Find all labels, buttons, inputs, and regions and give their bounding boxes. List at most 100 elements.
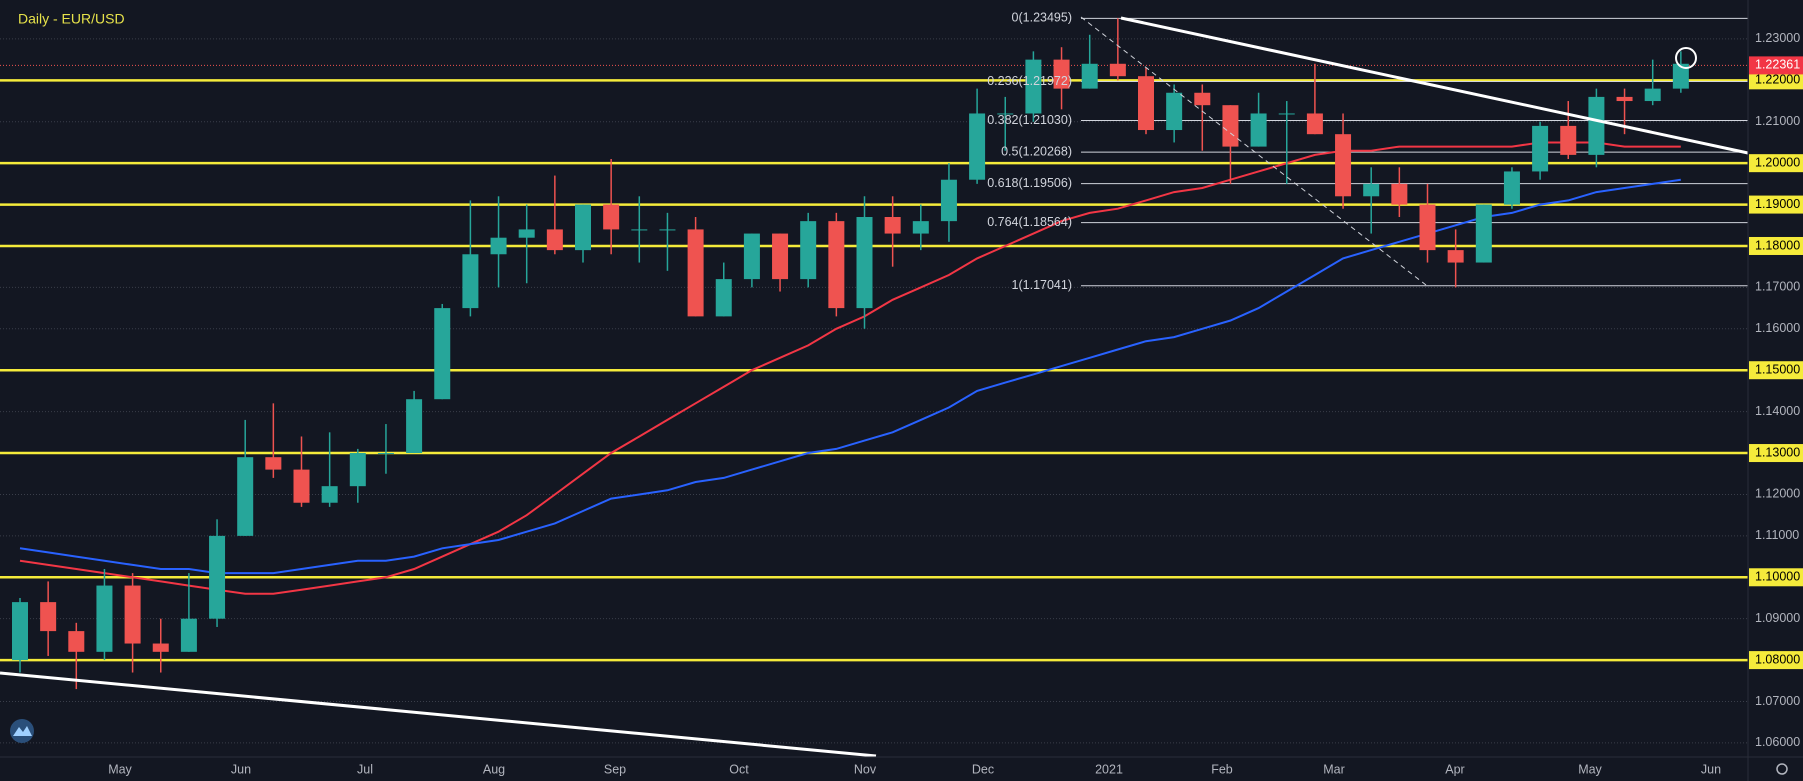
candle-body: [321, 486, 338, 503]
y-tick-label: 1.19000: [1755, 197, 1800, 211]
candle-body: [349, 453, 366, 487]
candle-body: [743, 233, 760, 280]
candle-body: [124, 585, 141, 644]
settings-icon[interactable]: [1776, 763, 1788, 775]
candle-body: [265, 457, 282, 470]
candle-body: [631, 229, 648, 231]
y-tick-label: 1.11000: [1755, 528, 1799, 542]
y-tick-label: 1.10000: [1755, 570, 1800, 584]
candle-body: [40, 602, 57, 632]
candle-body: [1306, 113, 1323, 135]
fib-label: 0(1.23495): [1012, 11, 1072, 25]
last-price-label: 1.22361: [1755, 58, 1800, 72]
candle-body: [1391, 183, 1408, 205]
candle-body: [1222, 105, 1239, 147]
x-tick-label: Apr: [1445, 762, 1464, 776]
y-tick-label: 1.16000: [1755, 321, 1800, 335]
y-tick-label: 1.22000: [1755, 73, 1800, 87]
moving-average: [19, 141, 1681, 595]
candle-body: [12, 602, 28, 661]
y-tick-label: 1.15000: [1755, 363, 1800, 377]
last-price-tag: [1749, 56, 1803, 75]
candle-body: [518, 229, 535, 238]
candle-body: [969, 113, 986, 180]
candle-body: [1025, 59, 1042, 114]
candle-body: [856, 216, 873, 309]
candle-body: [1138, 76, 1154, 131]
candle-body: [406, 399, 423, 454]
candle-body: [1194, 92, 1211, 106]
candle-body: [237, 457, 254, 536]
candle-body: [575, 204, 591, 251]
x-tick-label: Jun: [1701, 762, 1721, 776]
candle-body: [1532, 125, 1549, 172]
y-tick-label: 1.17000: [1755, 280, 1800, 294]
candle-body: [546, 229, 563, 251]
y-tick-label: 1.07000: [1755, 694, 1800, 708]
level-tag: [1749, 568, 1803, 587]
candle-body: [828, 221, 845, 309]
x-tick-label: May: [108, 762, 132, 776]
axis-layer: 1.06000 1.07000 1.08000 1.09000 1.10000 1.110…: [108, 11, 1803, 776]
candle-body: [1560, 125, 1577, 155]
y-tick-label: 1.13000: [1755, 445, 1800, 459]
candle-body: [997, 113, 1014, 115]
trend-line: [1120, 16, 1749, 155]
candle-body: [209, 535, 226, 619]
candle-body: [1616, 96, 1633, 102]
x-tick-label: Mar: [1323, 762, 1345, 776]
x-tick-label: Oct: [729, 762, 749, 776]
logo-shape: [13, 726, 32, 736]
trend-line: [0, 671, 877, 758]
candle-body: [152, 643, 169, 652]
marks-layer: [12, 18, 1689, 690]
y-tick-label: 1.12000: [1755, 487, 1800, 501]
fib-trend: [1080, 16, 1427, 286]
chart-title: Daily - EUR/USD: [18, 11, 125, 27]
level-tag: [1749, 71, 1803, 90]
y-tick-label: 1.18000: [1755, 238, 1800, 252]
candle-body: [1447, 250, 1464, 263]
fib-label: 0.5(1.20268): [1001, 144, 1072, 158]
candle-body: [940, 179, 957, 222]
level-tag: [1749, 236, 1803, 255]
candle-body: [687, 229, 704, 317]
level-tag: [1749, 651, 1803, 670]
x-tick-label: Nov: [854, 762, 877, 776]
candle-body: [434, 308, 451, 400]
x-tick-label: 2021: [1095, 762, 1123, 776]
candle-body: [1278, 113, 1295, 115]
moving-average: [19, 178, 1681, 575]
x-tick-label: Jun: [231, 762, 251, 776]
candle-body: [659, 229, 676, 231]
level-tag: [1749, 154, 1803, 173]
candle-body: [1588, 96, 1605, 155]
x-tick-label: Dec: [972, 762, 994, 776]
y-tick-label: 1.21000: [1755, 114, 1800, 128]
fib-label: 1(1.17041): [1012, 278, 1072, 292]
x-tick-label: Feb: [1211, 762, 1233, 776]
candle-body: [490, 237, 507, 255]
x-tick-label: Aug: [483, 762, 505, 776]
fib-label: 0.764(1.18564): [987, 215, 1072, 229]
candle-body: [96, 585, 113, 652]
fib-label: 0.618(1.19506): [987, 176, 1072, 190]
candle-body: [1109, 63, 1126, 77]
candle-body: [1363, 183, 1380, 197]
candle-body: [603, 204, 620, 230]
x-tick-label: Sep: [604, 762, 626, 776]
candle-body: [1644, 88, 1661, 102]
candle-body: [293, 469, 310, 503]
candle-body: [1053, 59, 1070, 89]
level-tag: [1749, 444, 1803, 463]
candle-body: [1335, 134, 1352, 197]
candle-body: [884, 216, 901, 234]
candle-body: [715, 279, 732, 317]
fib-label: 0.382(1.21030): [987, 113, 1072, 127]
candle-body: [1419, 204, 1436, 251]
candle-body: [377, 453, 394, 455]
candle-body: [180, 618, 197, 652]
candle-body: [462, 254, 479, 309]
